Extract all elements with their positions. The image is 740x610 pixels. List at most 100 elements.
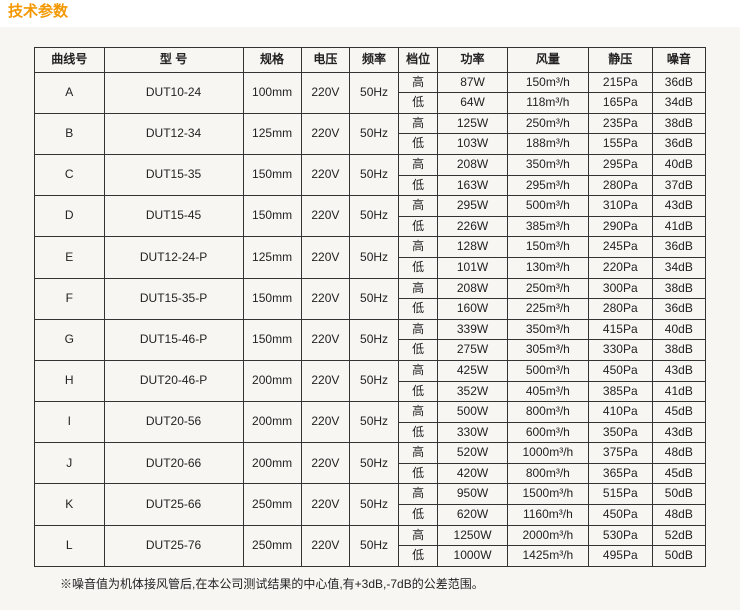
cell-pressure: 215Pa: [588, 72, 652, 93]
cell-pressure: 365Pa: [588, 463, 652, 484]
cell-noise: 43dB: [652, 196, 705, 217]
cell-voltage: 220V: [301, 113, 350, 154]
table-row: HDUT20-46-P200mm220V50Hz高425W500m³/h450P…: [35, 360, 706, 381]
cell-noise: 36dB: [652, 72, 705, 93]
cell-pressure: 450Pa: [588, 360, 652, 381]
cell-curve: I: [35, 402, 105, 443]
table-row: IDUT20-56200mm220V50Hz高500W800m³/h410Pa4…: [35, 402, 706, 423]
table-header-row: 曲线号 型 号 规格 电压 频率 档位 功率 风量 静压 噪音: [35, 48, 706, 73]
cell-freq: 50Hz: [350, 402, 399, 443]
cell-noise: 45dB: [652, 463, 705, 484]
cell-power: 620W: [438, 505, 508, 526]
cell-power: 425W: [438, 360, 508, 381]
cell-curve: L: [35, 525, 105, 566]
table-row: BDUT12-34125mm220V50Hz高125W250m³/h235Pa3…: [35, 113, 706, 134]
cell-pressure: 155Pa: [588, 134, 652, 155]
cell-airflow: 250m³/h: [507, 113, 588, 134]
cell-power: 226W: [438, 216, 508, 237]
cell-airflow: 150m³/h: [507, 237, 588, 258]
cell-pressure: 280Pa: [588, 299, 652, 320]
cell-noise: 38dB: [652, 278, 705, 299]
cell-power: 520W: [438, 443, 508, 464]
cell-voltage: 220V: [301, 360, 350, 401]
cell-power: 352W: [438, 381, 508, 402]
cell-power: 1250W: [438, 525, 508, 546]
cell-pressure: 375Pa: [588, 443, 652, 464]
cell-curve: G: [35, 319, 105, 360]
cell-model: DUT20-46-P: [104, 360, 243, 401]
cell-power: 208W: [438, 278, 508, 299]
cell-model: DUT15-35: [104, 154, 243, 195]
cell-freq: 50Hz: [350, 278, 399, 319]
cell-curve: H: [35, 360, 105, 401]
cell-pressure: 165Pa: [588, 93, 652, 114]
cell-power: 125W: [438, 113, 508, 134]
cell-pressure: 235Pa: [588, 113, 652, 134]
cell-level-high: 高: [398, 237, 437, 258]
cell-level-low: 低: [398, 175, 437, 196]
cell-airflow: 1425m³/h: [507, 546, 588, 567]
cell-model: DUT20-56: [104, 402, 243, 443]
cell-airflow: 118m³/h: [507, 93, 588, 114]
cell-noise: 34dB: [652, 257, 705, 278]
cell-pressure: 495Pa: [588, 546, 652, 567]
cell-curve: J: [35, 443, 105, 484]
spec-table: 曲线号 型 号 规格 电压 频率 档位 功率 风量 静压 噪音 ADUT10-2…: [34, 47, 706, 567]
cell-spec: 125mm: [243, 237, 301, 278]
cell-level-low: 低: [398, 299, 437, 320]
panel: 曲线号 型 号 规格 电压 频率 档位 功率 风量 静压 噪音 ADUT10-2…: [0, 27, 740, 610]
table-row: FDUT15-35-P150mm220V50Hz高208W250m³/h300P…: [35, 278, 706, 299]
cell-level-low: 低: [398, 422, 437, 443]
cell-airflow: 1500m³/h: [507, 484, 588, 505]
cell-pressure: 350Pa: [588, 422, 652, 443]
header-power: 功率: [438, 48, 508, 73]
cell-noise: 52dB: [652, 525, 705, 546]
cell-voltage: 220V: [301, 237, 350, 278]
cell-noise: 41dB: [652, 381, 705, 402]
cell-curve: E: [35, 237, 105, 278]
cell-model: DUT25-66: [104, 484, 243, 525]
cell-level-low: 低: [398, 257, 437, 278]
cell-voltage: 220V: [301, 319, 350, 360]
cell-level-high: 高: [398, 278, 437, 299]
cell-pressure: 290Pa: [588, 216, 652, 237]
header-spec: 规格: [243, 48, 301, 73]
cell-level-low: 低: [398, 463, 437, 484]
cell-curve: C: [35, 154, 105, 195]
cell-power: 330W: [438, 422, 508, 443]
cell-power: 1000W: [438, 546, 508, 567]
cell-freq: 50Hz: [350, 196, 399, 237]
cell-freq: 50Hz: [350, 113, 399, 154]
cell-level-low: 低: [398, 216, 437, 237]
cell-airflow: 385m³/h: [507, 216, 588, 237]
cell-freq: 50Hz: [350, 319, 399, 360]
cell-voltage: 220V: [301, 402, 350, 443]
cell-spec: 125mm: [243, 113, 301, 154]
table-row: LDUT25-76250mm220V50Hz高1250W2000m³/h530P…: [35, 525, 706, 546]
cell-model: DUT25-76: [104, 525, 243, 566]
cell-power: 208W: [438, 154, 508, 175]
header-voltage: 电压: [301, 48, 350, 73]
cell-curve: F: [35, 278, 105, 319]
cell-curve: K: [35, 484, 105, 525]
cell-noise: 48dB: [652, 505, 705, 526]
cell-voltage: 220V: [301, 525, 350, 566]
cell-level-high: 高: [398, 360, 437, 381]
cell-power: 128W: [438, 237, 508, 258]
cell-spec: 250mm: [243, 525, 301, 566]
cell-power: 87W: [438, 72, 508, 93]
cell-model: DUT10-24: [104, 72, 243, 113]
table-row: KDUT25-66250mm220V50Hz高950W1500m³/h515Pa…: [35, 484, 706, 505]
cell-model: DUT12-24-P: [104, 237, 243, 278]
table-row: CDUT15-35150mm220V50Hz高208W350m³/h295Pa4…: [35, 154, 706, 175]
cell-pressure: 385Pa: [588, 381, 652, 402]
table-area: 曲线号 型 号 规格 电压 频率 档位 功率 风量 静压 噪音 ADUT10-2…: [0, 35, 740, 567]
cell-airflow: 250m³/h: [507, 278, 588, 299]
cell-pressure: 300Pa: [588, 278, 652, 299]
cell-airflow: 295m³/h: [507, 175, 588, 196]
cell-airflow: 225m³/h: [507, 299, 588, 320]
cell-airflow: 600m³/h: [507, 422, 588, 443]
cell-noise: 40dB: [652, 154, 705, 175]
cell-pressure: 245Pa: [588, 237, 652, 258]
table-row: EDUT12-24-P125mm220V50Hz高128W150m³/h245P…: [35, 237, 706, 258]
